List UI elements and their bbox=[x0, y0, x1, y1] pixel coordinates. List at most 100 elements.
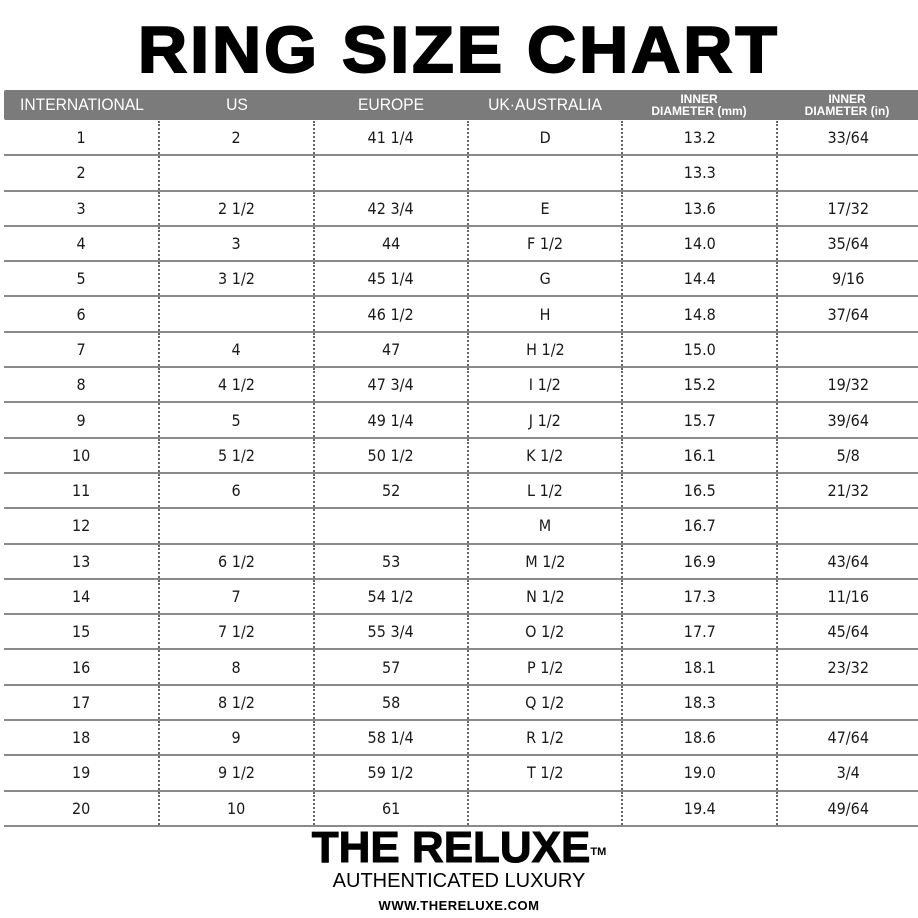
cell-value: H 1/2 bbox=[525, 339, 565, 359]
page-title: RING SIZE CHART bbox=[137, 13, 780, 87]
cell-value: 5 1/2 bbox=[217, 445, 255, 465]
table-cell: 61 bbox=[315, 791, 469, 825]
table-cell: 45/64 bbox=[785, 615, 911, 648]
cell-value: 9 bbox=[76, 410, 86, 430]
table-cell: 17/32 bbox=[785, 192, 911, 225]
cell-value: 12 bbox=[71, 516, 91, 536]
cell-value: 5/8 bbox=[836, 445, 860, 465]
table-cell: I 1/2 bbox=[469, 368, 624, 402]
cell-value: 35/64 bbox=[827, 234, 869, 254]
table-cell: R 1/2 bbox=[469, 721, 624, 755]
cell-value: 14.8 bbox=[683, 304, 716, 324]
table-cell: 23/32 bbox=[785, 650, 911, 683]
table-row: 17 8 1/2 58 Q 1/2 18.3 bbox=[4, 685, 918, 722]
brand-name: THE RELUXE bbox=[311, 823, 591, 872]
cell-value: 16.9 bbox=[683, 551, 716, 571]
cell-value: M 1/2 bbox=[524, 551, 566, 571]
cell-value: 17.7 bbox=[683, 622, 716, 642]
column-header-us: US bbox=[226, 95, 248, 114]
table-cell: Q 1/2 bbox=[469, 685, 624, 720]
cell-value: 61 bbox=[381, 798, 400, 818]
column-header-europe: EUROPE bbox=[357, 95, 425, 114]
table-cell: 6 1/2 bbox=[160, 544, 315, 578]
cell-value: 13.3 bbox=[683, 163, 716, 183]
cell-value: 19.4 bbox=[683, 798, 716, 818]
cell-value: 9 1/2 bbox=[217, 763, 255, 783]
table-cell bbox=[315, 509, 469, 543]
table-cell: 6 bbox=[160, 473, 315, 508]
cell-value: 17 bbox=[71, 692, 91, 712]
table-cell: 52 bbox=[315, 473, 469, 508]
table-cell: 19.4 bbox=[623, 791, 778, 825]
cell-value: 16.1 bbox=[683, 445, 716, 465]
header-line2: DIAMETER (in) bbox=[804, 104, 890, 118]
cell-value: 7 bbox=[231, 587, 242, 606]
cell-value: 14.4 bbox=[683, 269, 716, 289]
cell-value: 41 1/4 bbox=[367, 128, 414, 148]
cell-value: 5 bbox=[76, 269, 86, 289]
cell-value: 50 1/2 bbox=[367, 445, 414, 465]
cell-value: 57 bbox=[381, 657, 400, 677]
cell-value: 47 3/4 bbox=[367, 375, 414, 395]
cell-value: L 1/2 bbox=[527, 481, 563, 501]
cell-value: 4 bbox=[76, 234, 86, 254]
cell-value: 10 bbox=[71, 445, 91, 465]
header-line1: INNER bbox=[828, 92, 866, 106]
table-cell: 8 bbox=[4, 368, 161, 402]
table-cell: 3 1/2 bbox=[160, 262, 315, 296]
table-row: 10 5 1/2 50 1/2 K 1/2 16.1 5/8 bbox=[4, 438, 918, 474]
table-cell bbox=[469, 791, 624, 825]
cell-value: 4 bbox=[231, 339, 242, 359]
cell-value: 6 1/2 bbox=[217, 551, 255, 571]
table-cell: 5 bbox=[4, 262, 161, 296]
table-row: 9 5 49 1/4 J 1/2 15.7 39/64 bbox=[4, 403, 918, 439]
table-cell: 46 1/2 bbox=[315, 297, 469, 331]
table-cell: 7 bbox=[160, 579, 315, 614]
column-header-international: INTERNATIONAL bbox=[20, 95, 144, 114]
table-cell: 17.3 bbox=[623, 579, 778, 614]
table-row: 8 4 1/2 47 3/4 I 1/2 15.2 19/32 bbox=[4, 368, 918, 404]
cell-value: G bbox=[539, 269, 551, 289]
cell-value: 9 bbox=[231, 728, 242, 748]
table-cell: 9/16 bbox=[785, 262, 911, 295]
table-cell: 35/64 bbox=[785, 227, 911, 260]
table-cell: 45 1/4 bbox=[315, 262, 469, 296]
cell-value: 6 bbox=[231, 481, 242, 501]
cell-value: D bbox=[539, 128, 551, 148]
table-cell: 17 bbox=[4, 685, 161, 720]
table-cell: 16.1 bbox=[623, 438, 778, 472]
cell-value: 43/64 bbox=[827, 551, 869, 571]
table-cell bbox=[785, 686, 911, 719]
cell-value: 7 1/2 bbox=[217, 622, 255, 642]
table-cell: 1 bbox=[4, 121, 161, 155]
cell-value: 3 1/2 bbox=[217, 269, 255, 289]
table-cell: 49 1/4 bbox=[315, 403, 469, 437]
size-table-body: 1 2 41 1/4 D 13.2 33/64 2 13.3 3 2 1/2 42 3/4 E 13.6… bbox=[4, 121, 918, 827]
cell-value: E bbox=[540, 198, 550, 218]
table-cell: 5/8 bbox=[785, 439, 911, 472]
table-cell: 9 1/2 bbox=[160, 756, 315, 790]
table-cell: 18.6 bbox=[623, 721, 778, 755]
table-cell: 43/64 bbox=[785, 545, 911, 578]
table-cell: 18.1 bbox=[623, 650, 778, 684]
table-cell: 14.8 bbox=[623, 297, 778, 331]
table-cell: 15.2 bbox=[623, 368, 778, 402]
header-line2: DIAMETER (mm) bbox=[651, 104, 747, 118]
table-cell: 59 1/2 bbox=[315, 756, 469, 790]
table-cell: G bbox=[469, 262, 624, 296]
table-row: 6 46 1/2 H 14.8 37/64 bbox=[4, 297, 918, 333]
table-row: 16 8 57 P 1/2 18.1 23/32 bbox=[4, 650, 918, 686]
table-cell: P 1/2 bbox=[469, 650, 624, 684]
cell-value: 18.1 bbox=[683, 657, 716, 677]
cell-value: 6 bbox=[76, 304, 86, 324]
table-row: 14 7 54 1/2 N 1/2 17.3 11/16 bbox=[4, 579, 918, 616]
table-cell: 4 bbox=[4, 226, 161, 261]
table-cell: 44 bbox=[315, 226, 469, 261]
table-row: 20 10 61 19.4 49/64 bbox=[4, 791, 918, 827]
cell-value: 37/64 bbox=[827, 304, 869, 324]
cell-value: 13.2 bbox=[683, 128, 716, 148]
cell-value: 52 bbox=[381, 481, 400, 501]
cell-value: 3 bbox=[231, 234, 242, 254]
table-cell: F 1/2 bbox=[469, 226, 624, 261]
table-cell: 9 bbox=[160, 721, 315, 755]
